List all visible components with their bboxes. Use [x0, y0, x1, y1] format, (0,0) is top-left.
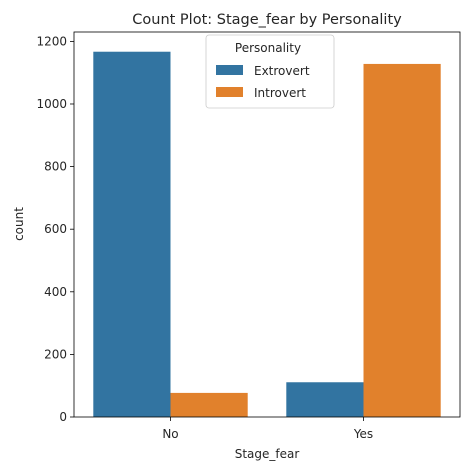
y-tick-label: 800 — [44, 160, 67, 174]
y-tick-label: 600 — [44, 222, 67, 236]
y-tick-label: 1200 — [36, 34, 67, 48]
y-tick-label: 400 — [44, 285, 67, 299]
x-axis: No Yes — [162, 417, 373, 441]
y-tick-label: 1000 — [36, 97, 67, 111]
legend-title: Personality — [235, 41, 301, 55]
chart-title: Count Plot: Stage_fear by Personality — [132, 12, 402, 28]
bar-extrovert-yes — [286, 382, 364, 417]
legend: Personality Extrovert Introvert — [205, 34, 335, 109]
x-axis-label: Stage_fear — [235, 447, 300, 461]
legend-label-introvert: Introvert — [254, 86, 306, 100]
y-tick-label: 200 — [44, 347, 67, 361]
y-axis-label: count — [12, 207, 26, 241]
legend-label-extrovert: Extrovert — [254, 64, 310, 78]
y-tick-label: 0 — [59, 410, 67, 424]
legend-swatch-introvert — [216, 87, 243, 97]
x-tick-label-yes: Yes — [353, 427, 373, 441]
x-tick-label-no: No — [162, 427, 178, 441]
legend-swatch-extrovert — [216, 65, 243, 75]
y-axis: 0 200 400 600 800 1000 1200 — [36, 34, 74, 424]
bar-introvert-no — [170, 392, 248, 417]
bar-extrovert-no — [93, 51, 171, 417]
plot-frame — [73, 31, 461, 418]
plot-area — [93, 51, 441, 418]
bar-introvert-yes — [363, 63, 441, 418]
